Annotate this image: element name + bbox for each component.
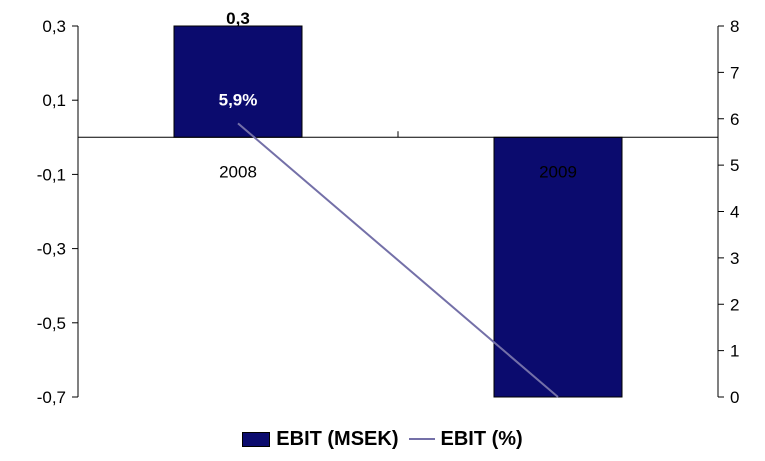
- y-right-tick-label: 7: [730, 63, 739, 82]
- bar-data-label: 0,3: [226, 9, 250, 28]
- legend-label-ebit-msek: EBIT (MSEK): [276, 427, 399, 450]
- y-right-tick-label: 1: [730, 342, 739, 361]
- category-label-2008: 2008: [219, 162, 257, 181]
- line-data-label: 5,9%: [219, 90, 258, 109]
- line-ebit-pct: [237, 122, 559, 398]
- y-right-tick-label: 6: [730, 110, 739, 129]
- y-left-tick-label: -0,7: [37, 388, 66, 407]
- y-right-tick-label: 5: [730, 156, 739, 175]
- category-label-2009: 2009: [539, 162, 577, 181]
- legend: EBIT (MSEK) EBIT (%): [0, 424, 765, 454]
- y-right-tick-label: 8: [730, 17, 739, 36]
- legend-item-ebit-msek: EBIT (MSEK): [242, 427, 399, 451]
- bar-2009: [493, 136, 623, 398]
- legend-label-ebit-pct: EBIT (%): [440, 427, 523, 450]
- bar-2008: [173, 25, 303, 138]
- ebit-chart: -0,7 -0,5 -0,3 -0,1 0,1 0,3 0 1 2 3 4 5 6 7 8 2008 2009 0…: [37, 9, 740, 407]
- legend-swatch-bar: [242, 431, 271, 447]
- y-left-tick-label: 0,1: [42, 91, 66, 110]
- y-left-tick-label: -0,5: [37, 314, 66, 333]
- y-left-tick-label: 0,3: [42, 17, 66, 36]
- y-right-tick-label: 3: [730, 249, 739, 268]
- y-right-tick-label: 0: [730, 388, 739, 407]
- y-left-tick-label: -0,3: [37, 240, 66, 259]
- legend-item-ebit-pct: EBIT (%): [408, 427, 523, 451]
- y-left-tick-label: -0,1: [37, 165, 66, 184]
- y-right-tick-label: 2: [730, 295, 739, 314]
- legend-swatch-line: [408, 438, 435, 440]
- y-right-tick-label: 4: [730, 203, 739, 222]
